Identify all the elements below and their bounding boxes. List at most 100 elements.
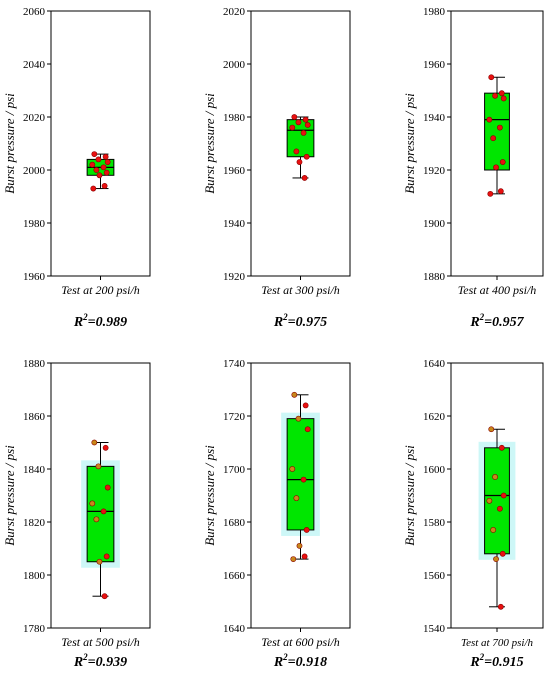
y-axis-title: Burst pressure / psi (402, 445, 417, 546)
data-point (93, 516, 100, 523)
r-squared-superscript: 2 (479, 312, 485, 322)
data-point (100, 508, 107, 515)
y-tick-label: 1880 (23, 358, 46, 370)
y-tick-label: 1780 (23, 623, 46, 635)
plot-frame (50, 10, 151, 277)
data-point (295, 119, 302, 126)
y-tick-label: 1620 (423, 411, 446, 423)
chart-panel-1: 1960 1980 2000 2020 2040 2060 Burst pressure /… (2, 6, 151, 330)
data-point (497, 188, 504, 195)
data-point (91, 439, 98, 446)
y-tick-label: 1880 (423, 271, 446, 283)
y-tick-label: 1740 (223, 358, 246, 370)
y-tick-label: 1980 (423, 6, 446, 18)
y-tick-label: 1800 (23, 570, 46, 582)
y-tick-label: 1540 (423, 623, 446, 635)
y-axis-title: Burst pressure / psi (202, 445, 217, 546)
data-point (103, 169, 110, 176)
data-point (499, 550, 506, 557)
x-category-label: Test at 300 psi/h (261, 283, 340, 297)
chart-panel-2: 1920 1940 1960 1980 2000 2020 Burst pressure /… (202, 6, 351, 330)
data-point (290, 556, 297, 562)
data-point (93, 167, 100, 173)
data-point (96, 558, 103, 565)
data-point (487, 190, 494, 197)
y-tick-label: 1960 (423, 59, 446, 71)
y-tick-label: 2000 (223, 59, 246, 71)
r-squared-label: R2=0.918 (273, 652, 327, 670)
r-squared-superscript: 2 (82, 312, 88, 322)
data-point (496, 505, 503, 512)
data-point (493, 556, 499, 562)
y-tick-label: 1560 (423, 570, 446, 582)
y-axis-title: Burst pressure / psi (202, 93, 217, 194)
r-squared-symbol: R (273, 655, 283, 670)
y-tick-label: 1980 (23, 218, 46, 230)
r-squared-symbol: R (469, 315, 479, 330)
r-squared-superscript: 2 (282, 312, 288, 322)
y-tick-label: 1940 (223, 218, 246, 230)
data-point (301, 175, 308, 181)
r-squared-symbol: R (73, 655, 83, 670)
data-point (496, 124, 503, 131)
data-point (488, 426, 495, 433)
data-point (486, 116, 493, 123)
data-point (95, 463, 102, 470)
r-squared-value: =0.918 (288, 655, 327, 670)
r-squared-label: R2=0.957 (469, 312, 524, 330)
data-point (304, 426, 311, 433)
box-iqr (86, 465, 115, 563)
data-point (303, 153, 310, 160)
data-point (500, 492, 507, 499)
y-tick-label: 2020 (23, 112, 46, 124)
data-point (492, 474, 498, 480)
y-axis-title: Burst pressure / psi (2, 445, 17, 546)
y-tick-label: 1820 (23, 517, 46, 529)
data-point (100, 164, 107, 171)
box-iqr (286, 418, 315, 531)
data-point (488, 74, 495, 81)
data-point (104, 484, 111, 491)
data-point (293, 495, 300, 502)
data-point (486, 497, 493, 504)
data-point (295, 415, 302, 422)
data-point (300, 476, 307, 483)
y-tick-label: 1600 (423, 464, 446, 476)
chart-panel-3: 1880 1900 1920 1940 1960 1980 Burst pressure /… (402, 6, 544, 330)
y-tick-label: 2060 (23, 6, 46, 18)
y-tick-label: 1980 (223, 112, 246, 124)
y-tick-label: 1700 (223, 464, 246, 476)
data-point (302, 402, 309, 409)
y-tick-label: 1900 (423, 218, 446, 230)
data-point (291, 114, 298, 120)
r-squared-label: R2=0.915 (469, 652, 523, 670)
data-point (500, 95, 507, 102)
y-tick-label: 2000 (23, 165, 46, 177)
r-squared-value: =0.989 (88, 315, 127, 330)
data-point (296, 159, 303, 165)
data-point (498, 444, 505, 451)
box-iqr (484, 92, 510, 171)
data-point (89, 500, 96, 507)
y-tick-label: 1640 (423, 358, 446, 370)
data-point (89, 161, 96, 168)
data-point (304, 122, 311, 128)
data-point (90, 185, 97, 192)
r-squared-value: =0.975 (288, 315, 327, 330)
data-point (490, 527, 497, 533)
r-squared-superscript: 2 (479, 652, 485, 662)
data-point (493, 164, 499, 171)
y-tick-label: 1720 (223, 411, 246, 423)
x-category-label: Test at 700 psi/h (461, 637, 534, 649)
data-point (102, 153, 109, 160)
y-tick-label: 1640 (223, 623, 246, 635)
y-tick-label: 2040 (23, 59, 46, 71)
data-point (490, 135, 497, 142)
y-tick-label: 1580 (423, 517, 446, 529)
r-squared-superscript: 2 (82, 652, 88, 662)
data-point (291, 391, 298, 398)
chart-panel-4: 1780 1800 1820 1840 1860 1880 Burst pressure /… (2, 358, 151, 670)
r-squared-symbol: R (469, 655, 479, 670)
y-tick-label: 1960 (223, 165, 246, 177)
